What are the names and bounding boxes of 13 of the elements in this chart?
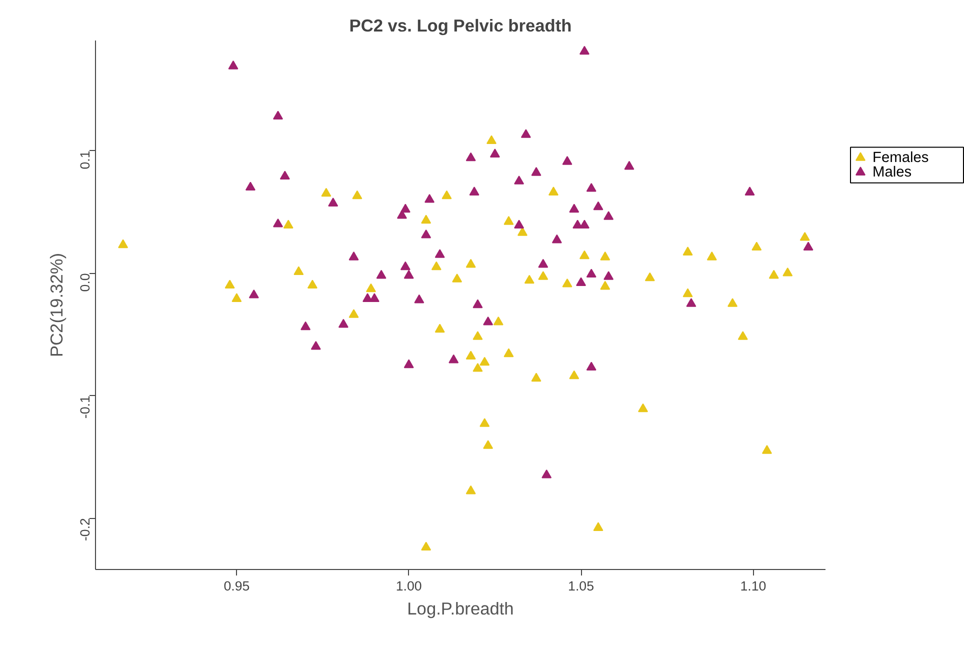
x-tick-label: 1.05 [568,578,594,594]
x-axis-title: Log.P.breadth [407,598,514,618]
x-tick-label: 0.95 [224,578,250,594]
y-tick-label: 0.0 [78,273,92,292]
legend-label: Males [872,164,912,180]
x-tick-label: 1.00 [396,578,422,594]
legend-label: Females [872,150,929,166]
y-tick-label: -0.2 [78,518,92,542]
y-axis-title: PC2(19.32%) [46,252,66,358]
y-tick-label: 0.1 [78,150,92,170]
y-tick-label: -0.1 [78,396,92,419]
chart-title: PC2 vs. Log Pelvic breadth [349,16,572,36]
x-tick-label: 1.10 [740,578,766,594]
